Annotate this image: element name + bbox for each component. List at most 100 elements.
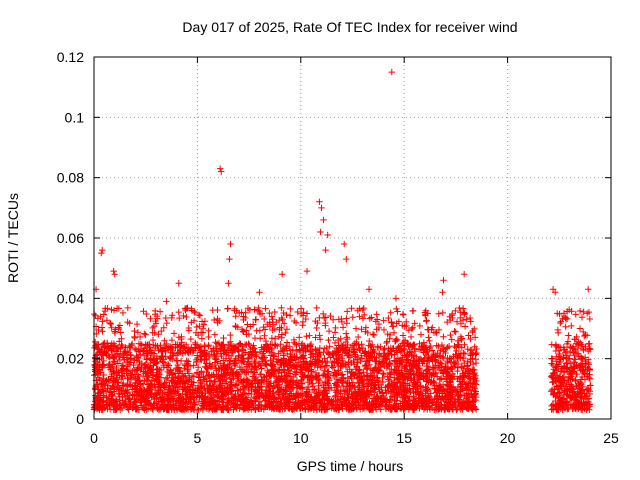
data-points [90,68,594,414]
data-point [320,310,327,318]
data-point [427,390,434,397]
data-point [218,341,225,348]
data-point [140,352,148,359]
data-point [270,352,277,359]
data-point [413,370,420,377]
x-tick-label: 0 [90,430,98,446]
data-point [569,364,577,371]
data-point [220,334,227,342]
y-tick-label: 0.08 [57,170,84,186]
data-point [266,309,273,317]
data-point [223,405,230,412]
data-point [341,388,348,395]
data-point [388,379,395,387]
data-point [228,365,236,372]
data-point [428,326,435,333]
data-point [572,370,580,378]
x-tick-label: 10 [293,430,309,446]
data-point [341,240,348,248]
data-point [416,391,423,399]
data-point [173,380,181,387]
data-point [350,390,358,397]
data-point [578,355,586,362]
data-point [133,352,140,360]
data-point [106,319,114,327]
data-point [438,360,445,368]
data-point [409,324,417,331]
data-point [315,376,322,383]
data-point [332,350,339,357]
data-point [325,377,333,384]
data-point [169,374,176,382]
data-point [554,326,562,334]
data-point [232,313,239,320]
data-point [246,350,253,358]
data-point [281,369,288,376]
data-point [388,68,395,76]
data-point [322,403,330,410]
data-point [213,340,221,347]
data-point [196,384,204,391]
data-point [273,405,280,413]
data-point [262,337,270,345]
data-point [395,318,403,325]
data-point [469,384,476,391]
data-point [404,349,411,357]
data-point [316,391,323,398]
data-point [112,348,120,355]
data-point [422,350,430,358]
data-point [266,404,273,411]
data-point [472,406,480,413]
data-point [393,389,400,396]
data-point [123,402,130,409]
data-point [185,327,193,334]
data-point [176,314,183,322]
data-point [435,359,443,366]
data-point [193,358,200,365]
data-point [549,370,557,377]
data-point [344,374,352,381]
data-point [459,406,466,413]
data-point [294,392,302,400]
data-point [311,362,318,369]
data-point [449,310,456,318]
data-point [228,352,235,360]
data-point [125,395,132,402]
data-point [567,381,575,388]
data-point [326,343,333,350]
data-point [188,305,195,312]
data-point [452,395,459,403]
data-point [394,308,401,315]
data-point [196,312,204,319]
data-point [358,355,366,362]
data-point [413,353,420,360]
data-point [235,353,242,361]
data-point [557,368,565,375]
data-point [393,375,401,382]
data-point [556,389,564,396]
data-point [473,377,480,385]
data-point [435,399,442,406]
data-point [302,344,309,351]
data-point [451,328,458,335]
data-point [403,387,411,395]
data-point [422,401,430,408]
data-point [107,320,114,328]
data-point [114,402,122,409]
data-point [258,401,265,409]
data-point [186,403,194,411]
data-point [377,381,385,389]
data-point [304,378,312,386]
data-point [338,372,345,379]
data-point [334,390,342,398]
data-point [239,357,246,365]
data-point [372,386,379,393]
data-point [574,390,581,398]
data-point [343,320,350,327]
data-point [126,359,134,366]
data-point [192,345,199,352]
data-point [357,347,364,354]
data-point [289,378,296,385]
data-point [560,346,567,354]
data-point [227,357,234,364]
